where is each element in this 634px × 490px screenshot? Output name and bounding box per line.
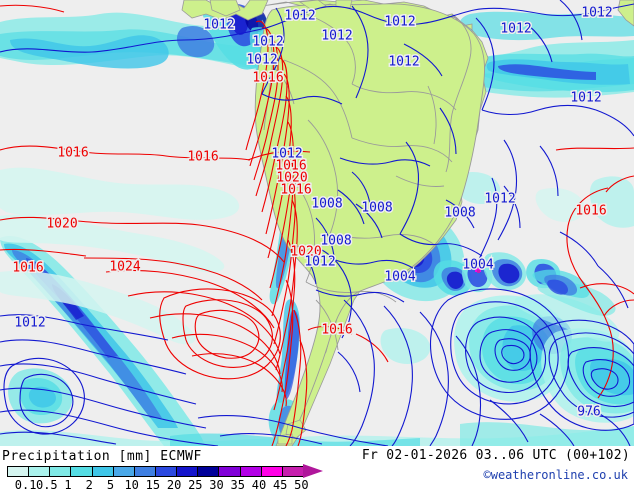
colorbar-band-50 bbox=[282, 467, 303, 476]
colorbar-band-20 bbox=[155, 467, 178, 476]
isobar-label: 1016 bbox=[321, 323, 352, 338]
isobar-label: 1004 bbox=[462, 258, 493, 273]
isobar-label: 1008 bbox=[320, 234, 351, 249]
colorbar-tick-50: 50 bbox=[294, 478, 309, 490]
colorbar-band-40 bbox=[240, 467, 262, 476]
colorbar-tick-40: 40 bbox=[251, 478, 267, 490]
isobar-label: 1012 bbox=[14, 316, 45, 331]
isobar-label: 1012 bbox=[284, 9, 315, 24]
colorbar-band-15 bbox=[134, 467, 156, 476]
colorbar-band-10 bbox=[113, 467, 135, 476]
colorbar-tick-0.5: 0.5 bbox=[35, 478, 58, 490]
isobar-label: 1012 bbox=[484, 192, 515, 207]
isobar-label: 1016 bbox=[280, 183, 311, 198]
isobar-label: 1012 bbox=[271, 147, 302, 162]
isobar-label: 1016 bbox=[57, 146, 88, 161]
colorbar-tick-labels: 0.1 0.5 1 2 5 10 15 20 25 30 35 40 45 50 bbox=[7, 478, 327, 490]
colorbar-tick-5: 5 bbox=[106, 478, 115, 490]
isobar-label: 1016 bbox=[252, 71, 283, 86]
coastline-border-layer bbox=[261, 11, 472, 351]
legend-panel: Precipitation [mm] ECMWF 0.1 0.5 1 2 5 10 15 20… bbox=[0, 446, 634, 490]
isobar-label: 1016 bbox=[187, 150, 218, 165]
isobar-label: 1012 bbox=[321, 29, 352, 44]
forecast-timestamp: Fr 02-01-2026 03..06 UTC (00+102) bbox=[361, 448, 630, 463]
colorbar-band-0.5 bbox=[29, 467, 51, 476]
high-pressure-isobars bbox=[0, 4, 634, 446]
colorbar-band-35 bbox=[219, 467, 241, 476]
isobar-label: 1016 bbox=[12, 261, 43, 276]
isobar-label: 1012 bbox=[252, 35, 283, 50]
isobar-label: 1008 bbox=[361, 201, 392, 216]
isobar-label: 1020 bbox=[46, 217, 77, 232]
colorbar-tick-30: 30 bbox=[209, 478, 224, 490]
colorbar-band-2 bbox=[71, 467, 93, 476]
isobar-label: 976 bbox=[577, 405, 600, 420]
colorbar-tick-25: 25 bbox=[188, 478, 203, 490]
colorbar-tick-1: 1 bbox=[64, 478, 72, 490]
isobar-label: 1012 bbox=[246, 53, 277, 68]
isobar-label: 1024 bbox=[109, 260, 140, 275]
isobar-label: 1020 bbox=[276, 171, 307, 186]
isobar-label: 1012 bbox=[203, 18, 234, 33]
isobar-label: 1020 bbox=[290, 245, 321, 260]
colorbar-tick-10: 10 bbox=[124, 478, 139, 490]
colorbar-tick-15: 15 bbox=[145, 478, 161, 490]
isobar-label: 1012 bbox=[304, 255, 335, 270]
isobar-label: 1008 bbox=[444, 206, 475, 221]
colorbar-tick-0.1: 0.1 bbox=[14, 478, 37, 490]
legend-title: Precipitation [mm] ECMWF bbox=[2, 449, 202, 464]
colorbar-tick-2: 2 bbox=[85, 478, 93, 490]
colorbar-bands bbox=[7, 466, 304, 477]
isobar-label: 1008 bbox=[311, 197, 342, 212]
isobar-label: 1012 bbox=[581, 6, 612, 21]
map-canvas: 1012101210121012101210161012101210121012… bbox=[0, 0, 634, 446]
copyright-credit: ©weatheronline.co.uk bbox=[483, 468, 629, 482]
precipitation-map[interactable]: 1012 1012 1012 1012 1012 1016 1012 1012 1012 1012… bbox=[0, 0, 634, 446]
colorbar-band-0.1 bbox=[8, 467, 30, 476]
colorbar-band-5 bbox=[92, 467, 114, 476]
isobar-label: 1016 bbox=[575, 204, 606, 219]
colorbar-tick-20: 20 bbox=[166, 478, 182, 490]
isobar-label: 1004 bbox=[384, 270, 415, 285]
isobar-label: 1012 bbox=[388, 55, 419, 70]
colorbar-tick-45: 45 bbox=[272, 478, 288, 490]
colorbar-band-1 bbox=[50, 467, 72, 476]
colorbar-band-45 bbox=[261, 467, 283, 476]
isobar-label: 1012 bbox=[384, 15, 415, 30]
colorbar-band-30 bbox=[198, 467, 220, 476]
colorbar-band-25 bbox=[177, 467, 199, 476]
isobar-label: 1012 bbox=[500, 22, 531, 37]
colorbar-overflow-arrow bbox=[303, 464, 323, 478]
isobar-label-layer: 1012101210121012101210161012101210121012… bbox=[11, 4, 614, 421]
isobar-label: 1016 bbox=[275, 159, 306, 174]
isobar-label: 1012 bbox=[570, 91, 601, 106]
colorbar: 0.1 0.5 1 2 5 10 15 20 25 30 35 40 45 50 bbox=[7, 464, 323, 490]
colorbar-tick-35: 35 bbox=[230, 478, 245, 490]
low-pressure-isobars bbox=[0, 0, 634, 446]
